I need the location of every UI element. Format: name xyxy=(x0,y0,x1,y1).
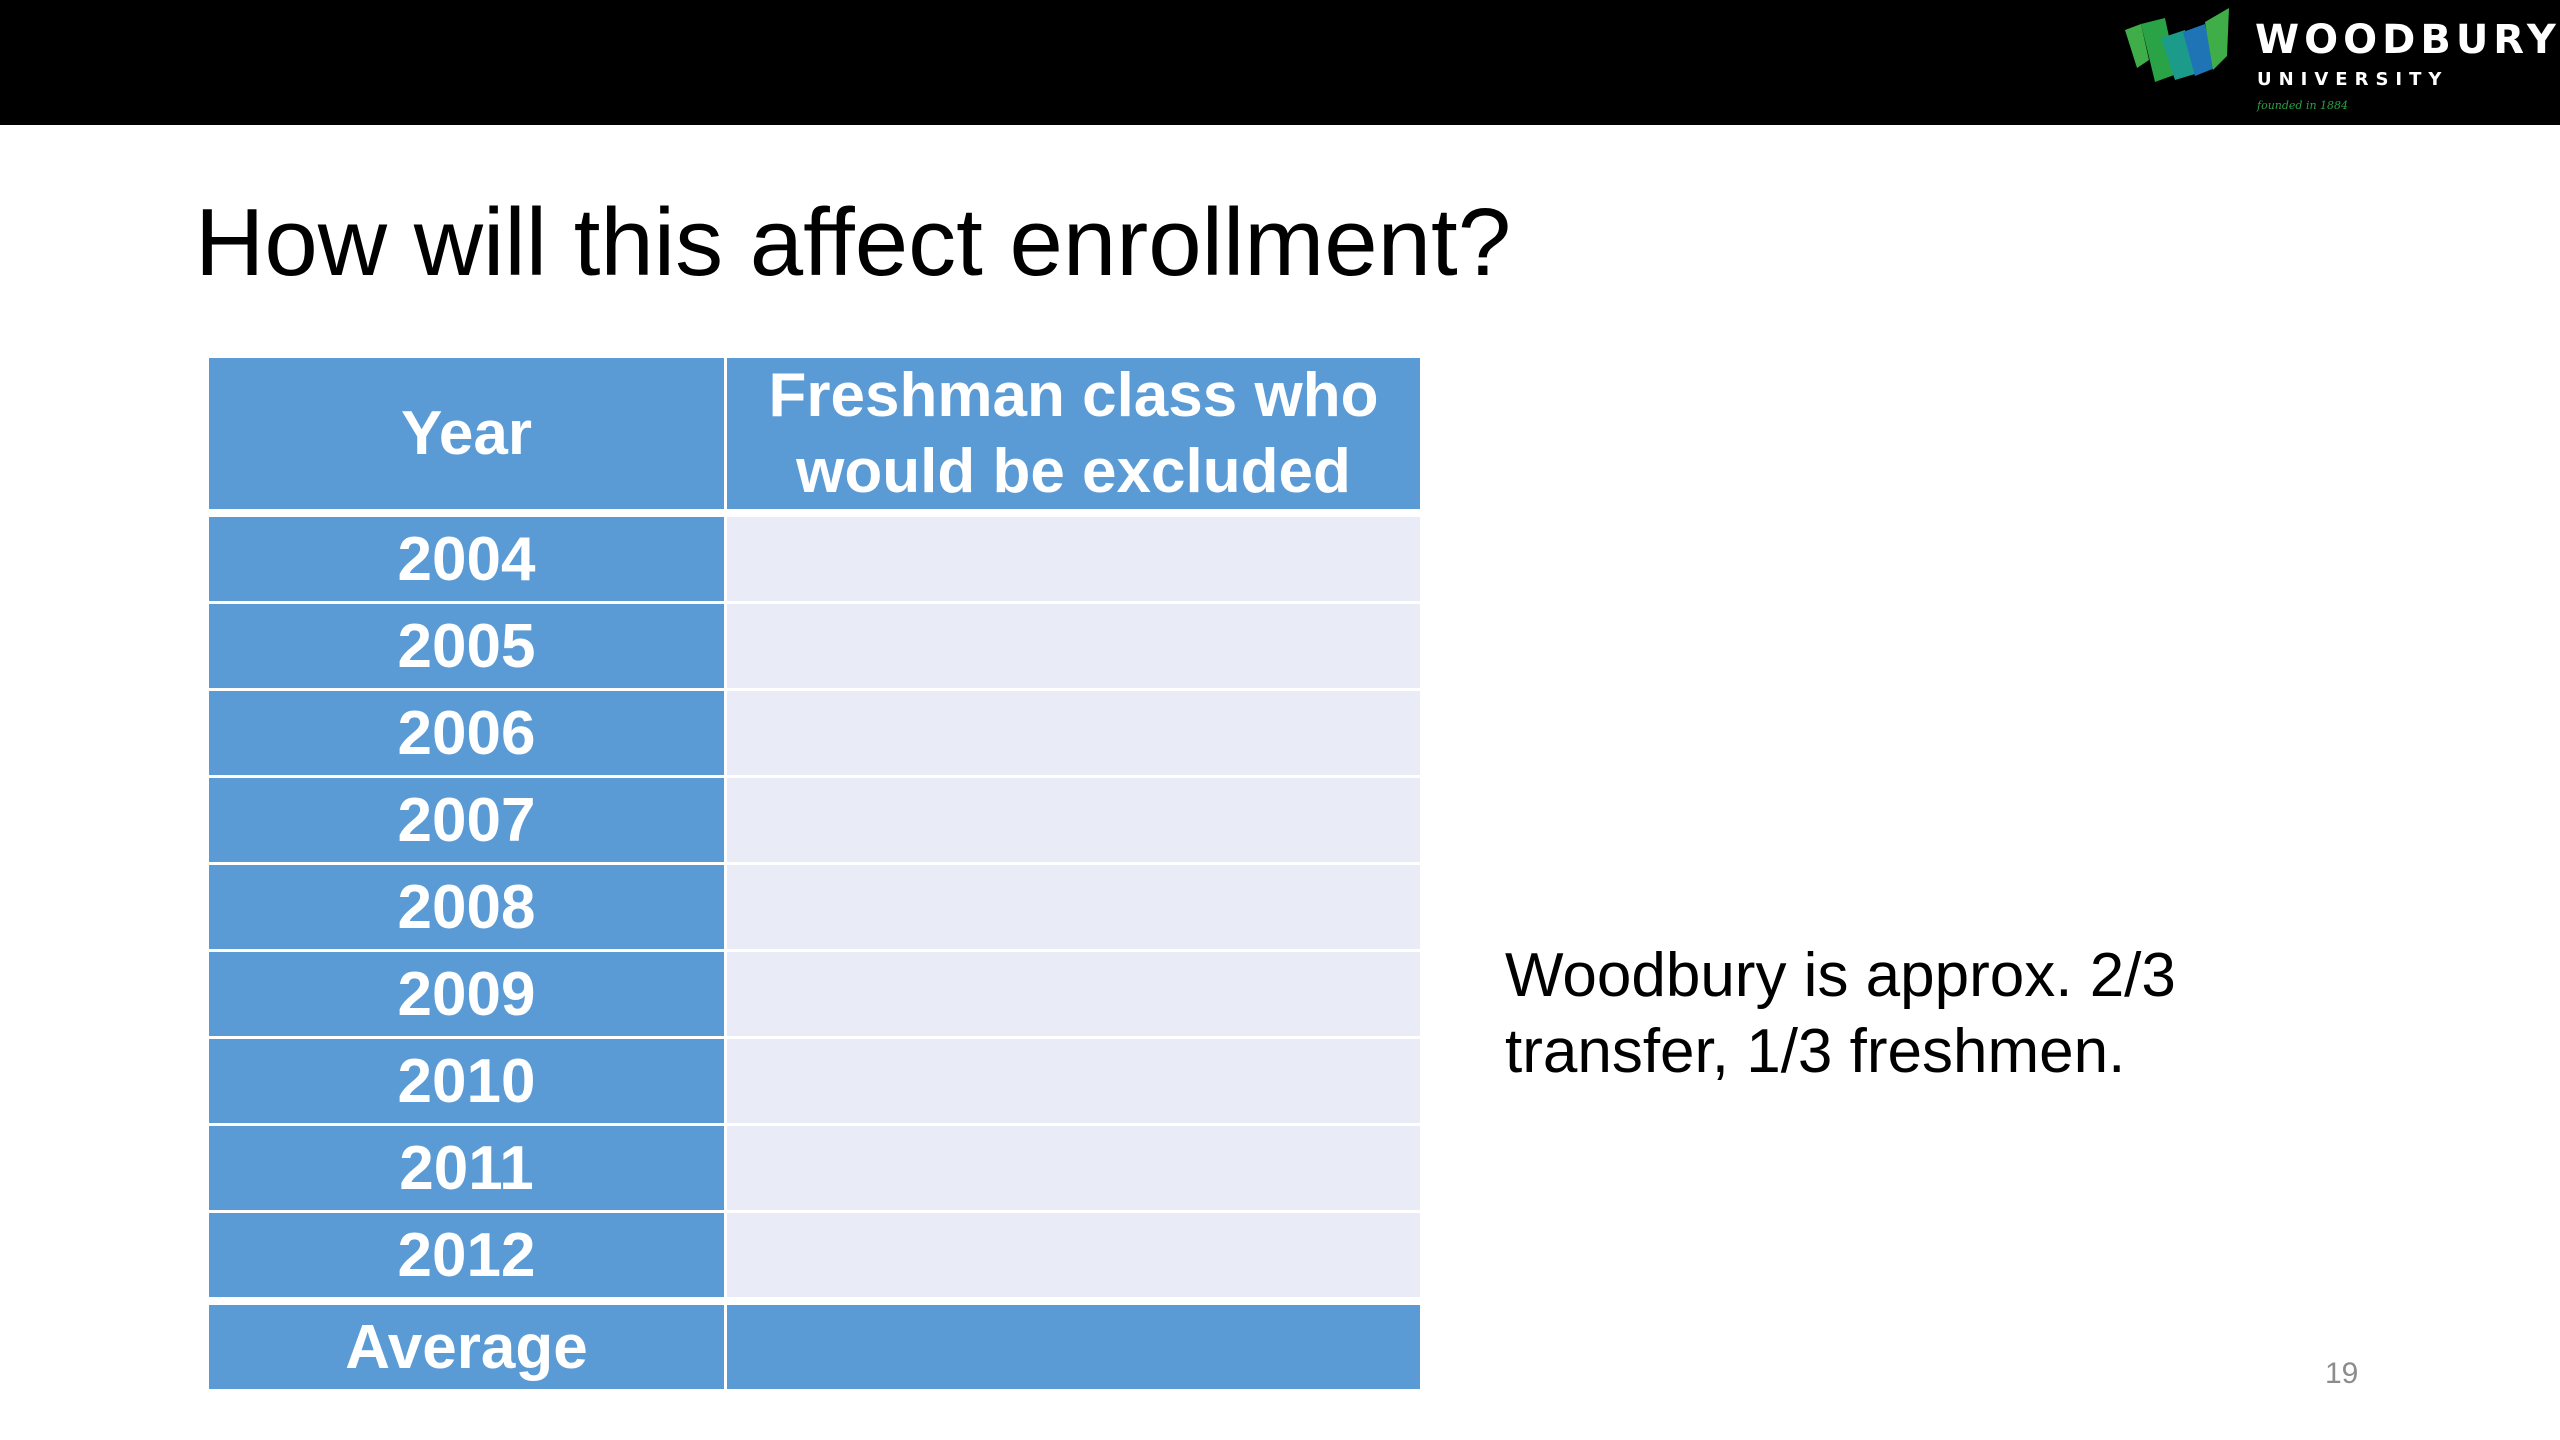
average-row: Average xyxy=(206,1297,1423,1393)
slide-title: How will this affect enrollment? xyxy=(195,189,1512,296)
excluded-cell xyxy=(724,1210,1423,1303)
year-cell: 2011 xyxy=(206,1123,727,1214)
year-cell: 2009 xyxy=(206,949,727,1040)
excluded-cell xyxy=(724,511,1423,605)
logo-subtitle: UNIVERSITY xyxy=(2257,69,2449,90)
header-year: Year xyxy=(206,355,727,518)
excluded-cell xyxy=(724,775,1423,866)
table-row: 2006 xyxy=(206,688,1423,779)
logo-wordmark: WOODBURY xyxy=(2255,17,2560,63)
excluded-cell xyxy=(724,601,1423,692)
excluded-cell xyxy=(724,1123,1423,1214)
year-cell: 2004 xyxy=(206,511,727,605)
table-row: 2012 xyxy=(206,1210,1423,1303)
excluded-cell xyxy=(724,1036,1423,1127)
excluded-cell xyxy=(724,688,1423,779)
woodbury-logo: WOODBURY UNIVERSITY founded in 1884 xyxy=(2125,8,2556,118)
table-header-row: Year Freshman class who would be exclude… xyxy=(206,355,1423,518)
header-excluded: Freshman class who would be excluded xyxy=(724,355,1423,518)
excluded-cell xyxy=(724,949,1423,1040)
table-row: 2005 xyxy=(206,601,1423,692)
year-cell: 2012 xyxy=(206,1210,727,1303)
enrollment-table: Year Freshman class who would be exclude… xyxy=(206,355,1423,1393)
table-row: 2008 xyxy=(206,862,1423,953)
page-number: 19 xyxy=(2325,1357,2359,1390)
side-note: Woodbury is approx. 2/3 transfer, 1/3 fr… xyxy=(1505,941,2176,1086)
table-row: 2011 xyxy=(206,1123,1423,1214)
average-value xyxy=(724,1297,1423,1393)
table-row: 2007 xyxy=(206,775,1423,866)
year-cell: 2010 xyxy=(206,1036,727,1127)
woodbury-w-logo-icon xyxy=(2125,8,2229,82)
logo-tagline: founded in 1884 xyxy=(2257,99,2349,112)
year-cell: 2007 xyxy=(206,775,727,866)
average-label: Average xyxy=(206,1297,727,1393)
year-cell: 2005 xyxy=(206,601,727,692)
header-bar: WOODBURY UNIVERSITY founded in 1884 xyxy=(0,0,2560,125)
table-row: 2010 xyxy=(206,1036,1423,1127)
year-cell: 2006 xyxy=(206,688,727,779)
excluded-cell xyxy=(724,862,1423,953)
table-row: 2004 xyxy=(206,511,1423,605)
year-cell: 2008 xyxy=(206,862,727,953)
table-row: 2009 xyxy=(206,949,1423,1040)
